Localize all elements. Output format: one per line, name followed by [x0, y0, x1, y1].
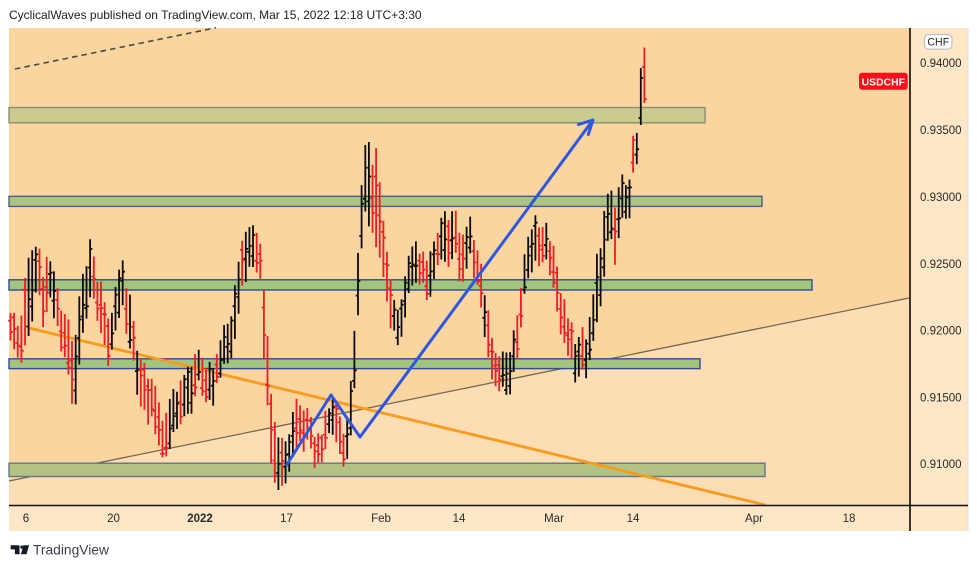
svg-text:0.93000: 0.93000	[920, 192, 962, 204]
svg-text:17: 17	[280, 513, 293, 525]
svg-text:20: 20	[107, 513, 120, 525]
svg-text:Feb: Feb	[371, 513, 391, 525]
svg-text:USDCHF: USDCHF	[862, 77, 905, 88]
svg-text:14: 14	[453, 513, 466, 525]
svg-text:0.92500: 0.92500	[920, 259, 962, 271]
svg-text:TradingView: TradingView	[33, 543, 109, 558]
svg-text:CyclicalWaves published on Tra: CyclicalWaves published on TradingView.c…	[9, 8, 422, 22]
svg-text:0.91000: 0.91000	[920, 459, 962, 471]
svg-text:14: 14	[627, 513, 640, 525]
svg-text:6: 6	[23, 513, 29, 525]
svg-text:0.94000: 0.94000	[920, 58, 962, 70]
svg-text:Apr: Apr	[745, 513, 763, 525]
svg-text:CHF: CHF	[927, 37, 949, 49]
svg-text:2022: 2022	[187, 513, 213, 525]
svg-text:0.93500: 0.93500	[920, 125, 962, 137]
svg-text:0.92000: 0.92000	[920, 326, 962, 338]
svg-text:Mar: Mar	[544, 513, 564, 525]
svg-text:0.91500: 0.91500	[920, 393, 962, 405]
svg-text:18: 18	[843, 513, 856, 525]
